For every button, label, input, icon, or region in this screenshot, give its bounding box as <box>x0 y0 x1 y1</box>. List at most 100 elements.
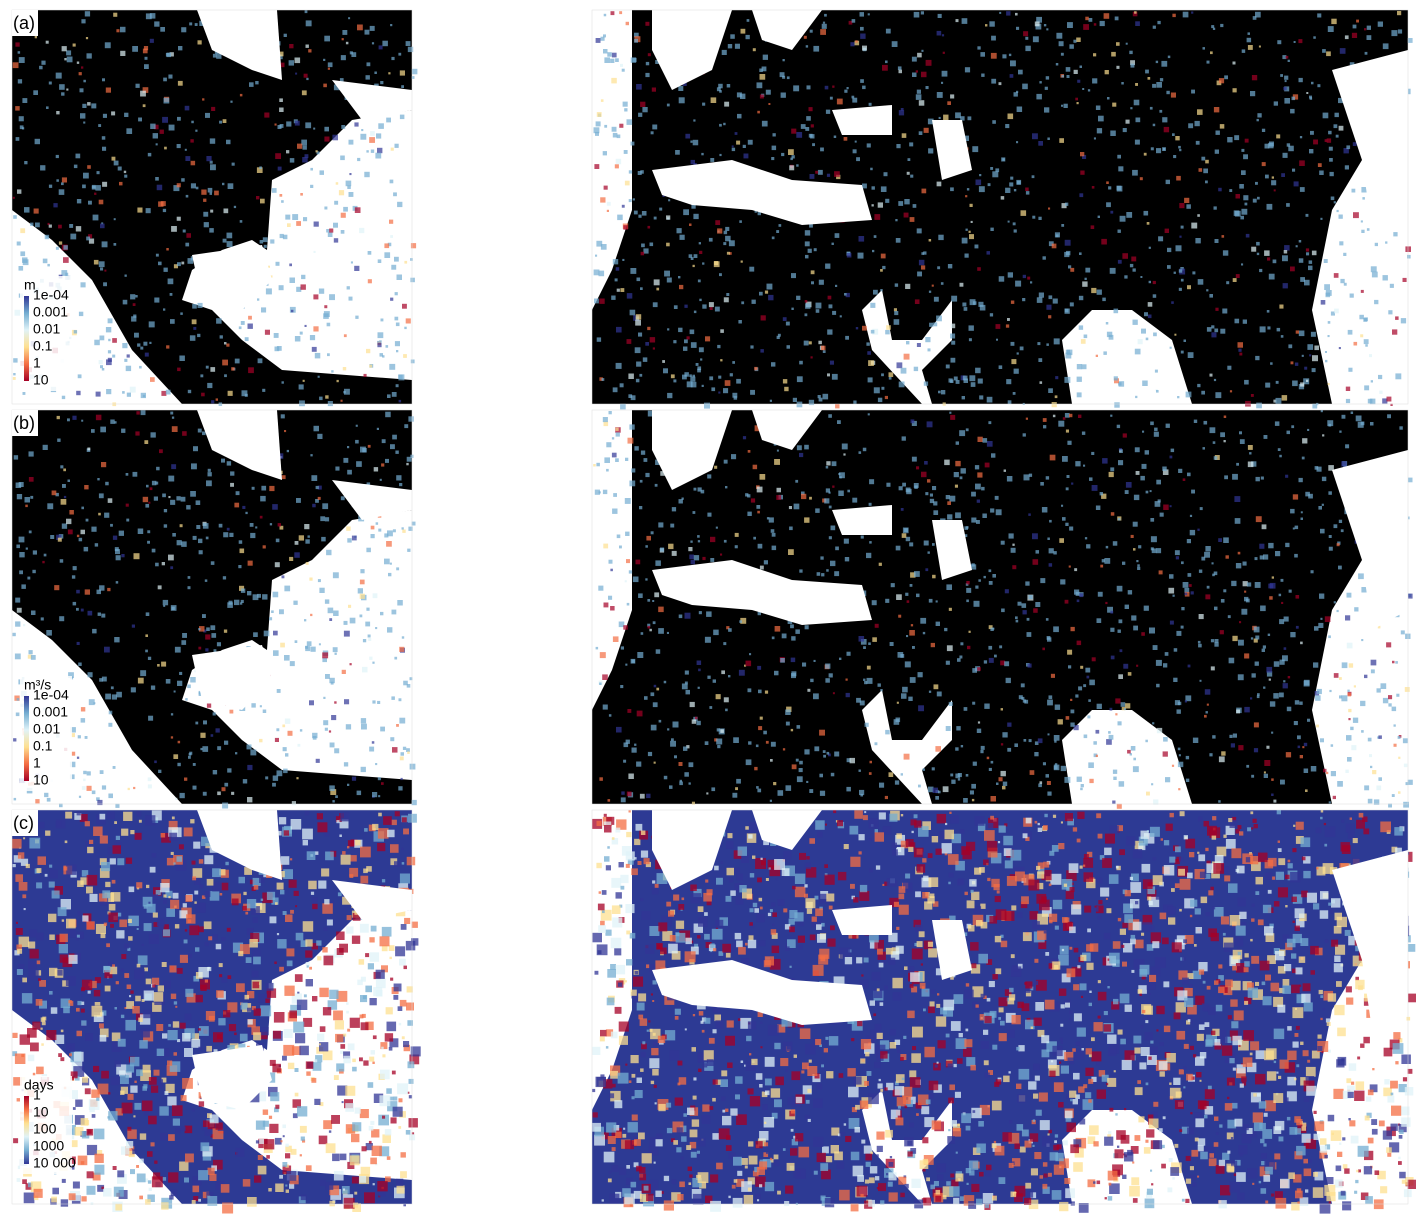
speckle <box>990 508 994 512</box>
speckle <box>61 1199 68 1206</box>
speckle <box>1188 123 1193 128</box>
speckle <box>1076 38 1081 43</box>
speckle <box>1042 648 1045 651</box>
speckle <box>1404 764 1408 768</box>
speckle <box>247 744 252 749</box>
speckle <box>359 1190 361 1192</box>
speckle <box>206 366 209 369</box>
speckle <box>852 19 856 23</box>
speckle <box>1071 483 1073 485</box>
speckle <box>1191 490 1195 494</box>
speckle <box>924 128 929 133</box>
speckle <box>810 679 813 682</box>
speckle <box>702 103 705 106</box>
speckle <box>80 113 85 118</box>
speckle <box>1328 335 1330 337</box>
speckle <box>102 890 110 898</box>
speckle <box>914 571 920 577</box>
speckle <box>918 785 921 788</box>
speckle <box>369 137 375 143</box>
speckle <box>299 400 305 406</box>
speckle <box>113 13 117 17</box>
legend-tick-label: 0.01 <box>33 721 60 737</box>
speckle <box>306 979 313 986</box>
speckle <box>616 363 622 369</box>
speckle <box>401 924 407 930</box>
speckle <box>317 434 322 439</box>
speckle <box>1334 201 1336 203</box>
speckle <box>784 387 788 391</box>
speckle <box>183 903 187 907</box>
speckle <box>81 420 83 422</box>
speckle <box>378 813 382 817</box>
speckle <box>1157 728 1162 733</box>
speckle <box>724 540 727 543</box>
speckle <box>1300 136 1302 138</box>
speckle <box>1112 103 1116 107</box>
speckle <box>1244 597 1248 601</box>
speckle <box>629 170 632 173</box>
speckle <box>638 113 642 117</box>
speckle <box>719 124 722 127</box>
speckle <box>1093 53 1096 56</box>
speckle <box>108 339 110 341</box>
speckle <box>815 171 818 174</box>
speckle <box>303 217 307 221</box>
speckle <box>79 312 83 316</box>
speckle <box>155 177 159 181</box>
speckle <box>1211 332 1216 337</box>
speckle <box>270 523 272 525</box>
speckle <box>948 264 952 268</box>
speckle <box>114 218 116 220</box>
speckle <box>971 492 976 497</box>
speckle <box>23 837 25 839</box>
speckle <box>1049 563 1053 567</box>
speckle <box>171 464 176 469</box>
speckle <box>148 153 152 157</box>
speckle <box>57 439 60 442</box>
speckle <box>154 992 164 1002</box>
speckle <box>376 990 383 997</box>
speckle <box>79 796 81 798</box>
speckle <box>308 535 310 537</box>
speckle <box>716 527 718 529</box>
speckle <box>186 233 191 238</box>
speckle <box>139 820 142 823</box>
speckle <box>79 538 83 542</box>
speckle <box>832 486 834 488</box>
speckle <box>975 465 979 469</box>
speckle <box>56 155 59 158</box>
speckle <box>1179 236 1181 238</box>
speckle <box>641 451 645 455</box>
speckle <box>132 1149 137 1154</box>
speckle <box>403 747 406 750</box>
speckle <box>334 238 338 242</box>
speckle <box>1229 735 1232 738</box>
speckle <box>1341 529 1344 532</box>
speckle <box>76 590 80 594</box>
speckle <box>1123 433 1127 437</box>
speckle <box>250 523 254 527</box>
speckle <box>240 220 243 223</box>
speckle <box>791 658 796 663</box>
speckle <box>17 189 21 193</box>
speckle <box>1179 269 1182 272</box>
speckle <box>720 329 724 333</box>
speckle <box>102 785 106 789</box>
speckle <box>395 292 398 295</box>
speckle <box>247 899 256 908</box>
speckle <box>59 616 64 621</box>
speckle <box>1133 522 1138 527</box>
speckle <box>1106 202 1111 207</box>
speckle <box>390 24 392 26</box>
speckle <box>1317 467 1322 472</box>
speckle <box>1251 637 1253 639</box>
speckle <box>67 57 73 63</box>
speckle <box>85 11 90 16</box>
speckle <box>984 576 986 578</box>
speckle <box>976 180 982 186</box>
speckle <box>378 529 381 532</box>
speckle <box>654 685 657 688</box>
speckle <box>99 493 104 498</box>
speckle <box>310 168 313 171</box>
